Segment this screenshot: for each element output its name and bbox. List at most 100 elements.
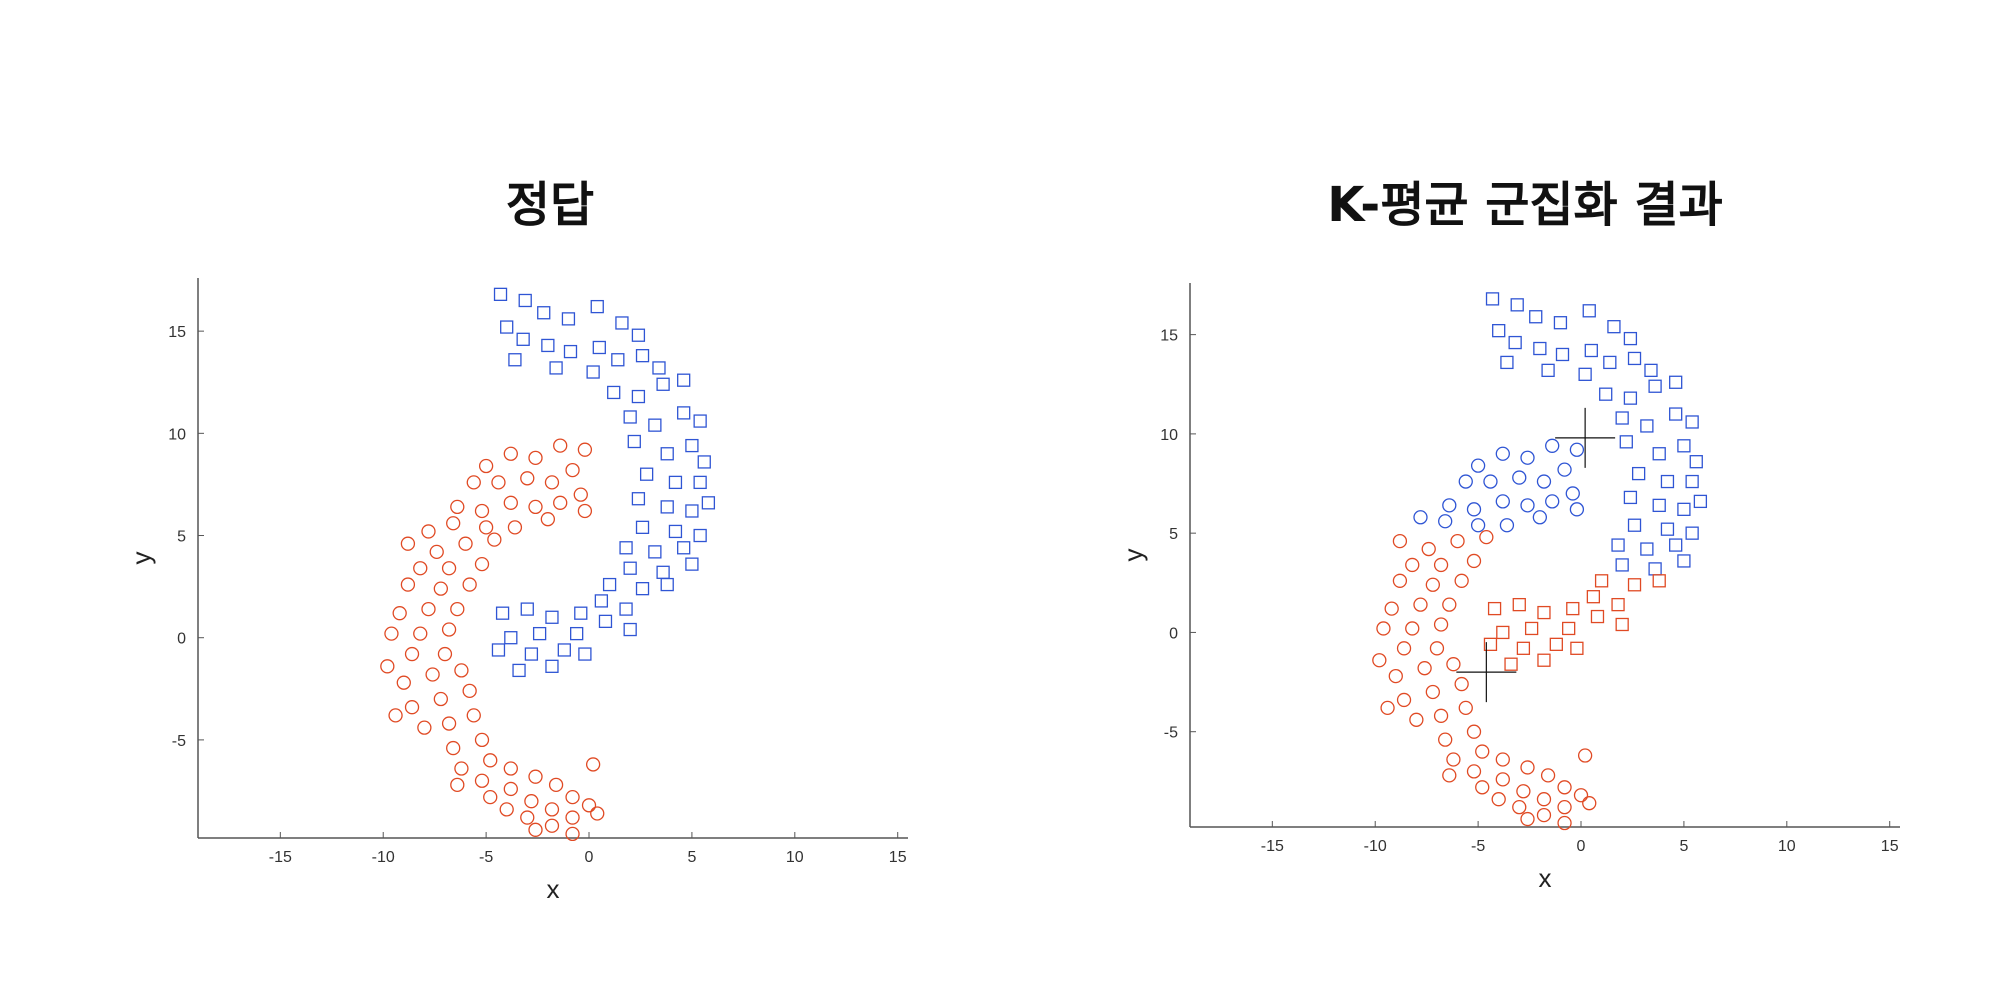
data-point-square xyxy=(563,344,578,359)
data-point-circle xyxy=(491,475,506,490)
data-point-circle xyxy=(1421,541,1436,557)
data-point-square xyxy=(660,577,674,592)
data-point-square xyxy=(1640,542,1654,556)
data-point-square xyxy=(1590,609,1605,624)
data-point-circle xyxy=(1483,474,1498,489)
data-point-circle xyxy=(503,781,518,797)
data-point-square xyxy=(1677,554,1691,568)
data-point-square xyxy=(1603,355,1617,370)
data-point-circle xyxy=(1520,811,1535,827)
data-point-square xyxy=(1631,466,1646,481)
data-point-square xyxy=(524,647,539,661)
data-point-circle xyxy=(528,769,543,784)
data-point-circle xyxy=(478,458,494,474)
data-point-square xyxy=(491,643,506,657)
data-point-square xyxy=(594,594,609,608)
data-point-square xyxy=(1529,310,1543,324)
data-point-circle xyxy=(1520,760,1535,775)
left-chart-title: 정답 xyxy=(505,177,595,233)
data-point-circle xyxy=(1466,764,1482,779)
data-point-circle xyxy=(396,675,411,690)
data-point-square xyxy=(648,545,662,559)
data-point-circle xyxy=(1557,780,1572,795)
y-tick-label: -5 xyxy=(1164,725,1178,742)
data-point-circle xyxy=(446,740,461,756)
data-point-circle xyxy=(1376,621,1391,636)
data-point-circle xyxy=(1545,494,1560,509)
data-point-circle xyxy=(466,708,481,723)
data-point-square xyxy=(1485,292,1500,306)
data-point-square xyxy=(495,606,510,620)
data-point-square xyxy=(623,410,637,424)
data-point-circle xyxy=(454,761,469,776)
data-point-circle xyxy=(1495,772,1510,787)
data-point-circle xyxy=(581,798,597,813)
data-point-square xyxy=(1537,653,1551,667)
x-axis-label: x xyxy=(547,874,560,904)
data-point-circle xyxy=(1512,799,1527,815)
data-point-circle xyxy=(380,659,395,674)
data-point-circle xyxy=(1405,621,1420,636)
data-point-square xyxy=(1508,335,1522,350)
data-point-square xyxy=(592,340,606,355)
data-point-square xyxy=(1578,367,1592,381)
data-point-circle xyxy=(1582,796,1597,811)
data-point-circle xyxy=(590,806,605,821)
data-point-square xyxy=(607,385,621,400)
data-point-circle xyxy=(520,471,535,486)
x-tick-label: 5 xyxy=(687,849,696,866)
data-point-square xyxy=(504,631,518,645)
data-point-square xyxy=(619,541,633,555)
data-point-circle xyxy=(1454,676,1469,692)
data-point-square xyxy=(1685,415,1699,429)
data-point-circle xyxy=(441,561,457,576)
data-point-square xyxy=(1652,447,1666,461)
data-point-circle xyxy=(450,601,465,617)
data-point-circle xyxy=(1442,768,1457,783)
data-point-circle xyxy=(1540,768,1556,783)
data-point-square xyxy=(1623,331,1638,346)
data-point-circle xyxy=(1495,752,1510,767)
data-point-circle xyxy=(1569,502,1585,517)
data-point-circle xyxy=(1466,502,1482,517)
data-point-square xyxy=(1586,590,1601,604)
data-point-square xyxy=(1648,379,1662,393)
data-point-circle xyxy=(1438,514,1453,529)
data-point-circle xyxy=(1495,446,1510,461)
data-point-circle xyxy=(421,524,436,539)
data-point-square xyxy=(623,622,637,637)
data-point-circle xyxy=(1516,784,1531,799)
data-point-square xyxy=(652,361,666,375)
y-tick-label: 15 xyxy=(1160,328,1178,345)
data-point-circle xyxy=(441,716,457,731)
data-point-circle xyxy=(1388,668,1403,684)
data-point-circle xyxy=(1433,708,1449,723)
data-point-square xyxy=(493,287,508,302)
data-point-circle xyxy=(503,446,518,461)
data-point-square xyxy=(1623,391,1638,405)
data-point-circle xyxy=(474,773,490,788)
data-point-circle xyxy=(1458,474,1473,489)
data-point-circle xyxy=(1446,752,1461,767)
data-point-square xyxy=(685,438,699,453)
data-point-square xyxy=(1627,578,1642,592)
data-point-circle xyxy=(1425,684,1440,700)
data-point-square xyxy=(1566,601,1580,616)
x-tick-label: 0 xyxy=(585,849,594,866)
data-point-circle xyxy=(1458,700,1473,716)
data-point-square xyxy=(508,353,522,367)
data-point-circle xyxy=(474,556,490,572)
x-tick-label: 10 xyxy=(786,849,804,866)
data-point-square xyxy=(1496,625,1510,640)
data-point-circle xyxy=(474,503,490,519)
y-tick-label: 5 xyxy=(1169,526,1178,543)
data-point-circle xyxy=(388,708,403,723)
data-point-circle xyxy=(1577,748,1593,763)
data-point-circle xyxy=(577,442,593,457)
data-point-circle xyxy=(462,683,477,698)
data-point-square xyxy=(1623,490,1638,505)
y-tick-label: 5 xyxy=(177,529,186,546)
data-point-square xyxy=(1562,621,1576,636)
data-point-circle xyxy=(1536,474,1552,489)
